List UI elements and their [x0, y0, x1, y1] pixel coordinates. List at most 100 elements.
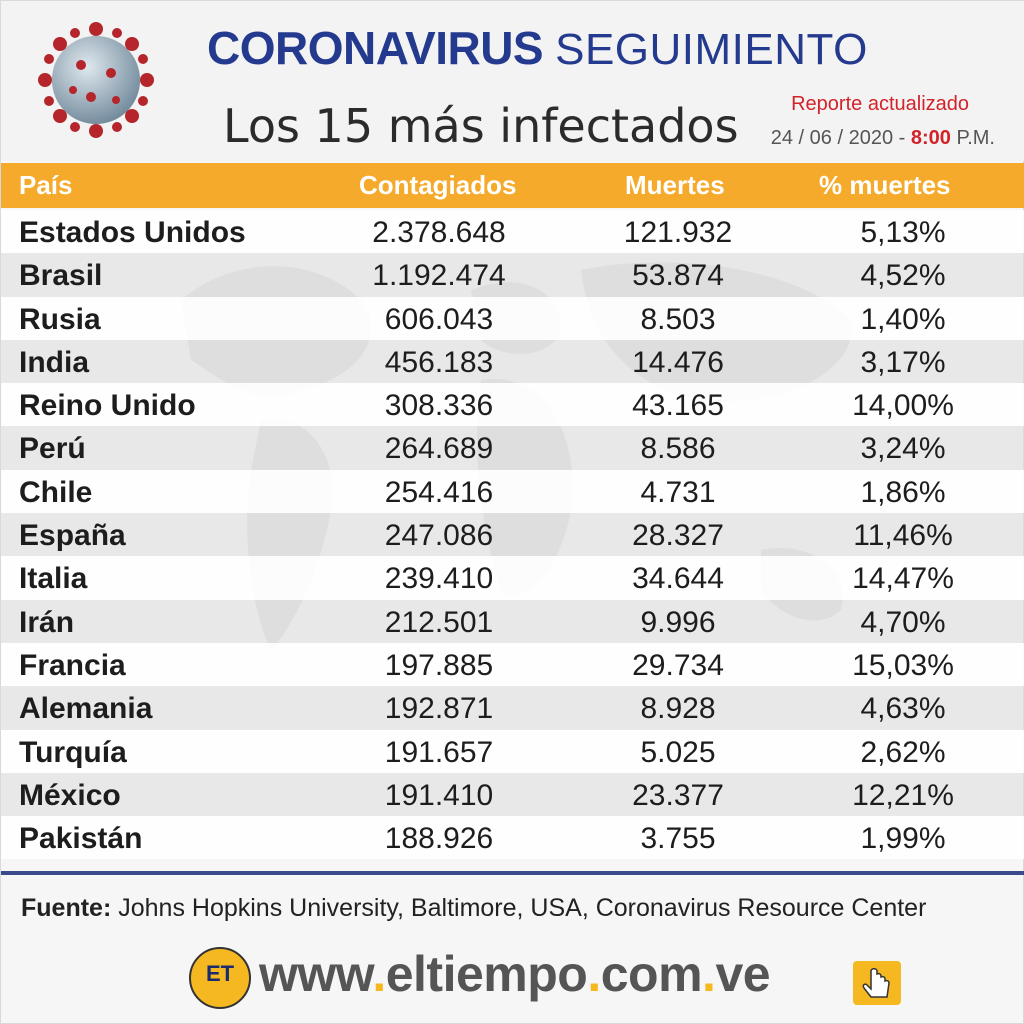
- porcentaje-cell: 1,86%: [860, 475, 946, 509]
- muertes-cell: 34.644: [632, 562, 724, 596]
- table-row: Italia 239.410 34.644 14,47%: [1, 556, 1024, 600]
- column-header-muertes: Muertes: [625, 170, 725, 200]
- country-cell: Pakistán: [19, 822, 143, 856]
- muertes-cell: 14.476: [632, 345, 724, 379]
- table-row: Brasil 1.192.474 53.874 4,52%: [1, 253, 1024, 297]
- url-dot: .: [702, 946, 716, 1002]
- table-row: Reino Unido 308.336 43.165 14,00%: [1, 383, 1024, 427]
- report-time: 8:00: [910, 127, 951, 149]
- muertes-cell: 53.874: [632, 259, 724, 293]
- table-row: Turquía 191.657 5.025 2,62%: [1, 729, 1024, 773]
- table-row: Chile 254.416 4.731 1,86%: [1, 469, 1024, 514]
- country-cell: Alemania: [19, 692, 153, 726]
- column-header-contagiados: Contagiados: [359, 170, 517, 200]
- country-cell: México: [19, 778, 121, 812]
- website-url[interactable]: www.eltiempo.com.ve: [259, 945, 771, 1003]
- source-label: Fuente:: [21, 894, 112, 922]
- muertes-cell: 3.755: [640, 822, 716, 856]
- source-line: Fuente: Johns Hopkins University, Baltim…: [21, 894, 926, 923]
- contagiados-cell: 191.657: [384, 735, 494, 769]
- header: Coronavirus Seguimiento Los 15 más infect…: [1, 1, 1024, 161]
- porcentaje-cell: 11,46%: [853, 519, 953, 553]
- muertes-cell: 43.165: [632, 389, 724, 423]
- url-dot: .: [587, 946, 601, 1002]
- report-date: 24 / 06 / 2020 - 8:00 P.M.: [771, 127, 995, 150]
- porcentaje-cell: 15,03%: [852, 648, 954, 682]
- el-tiempo-logo-icon: ET: [189, 947, 251, 1009]
- country-cell: Reino Unido: [19, 389, 196, 423]
- hand-pointer-icon: [853, 961, 901, 1005]
- porcentaje-cell: 4,63%: [860, 692, 946, 726]
- report-date-value: 24 / 06 / 2020 -: [770, 127, 906, 149]
- virus-icon: [38, 22, 154, 138]
- porcentaje-cell: 14,47%: [852, 562, 954, 596]
- porcentaje-cell: 4,70%: [860, 605, 946, 639]
- source-text: Johns Hopkins University, Baltimore, USA…: [118, 894, 927, 922]
- porcentaje-cell: 1,99%: [860, 822, 946, 856]
- column-header-porcentaje: % muertes: [819, 170, 951, 200]
- porcentaje-cell: 3,24%: [860, 432, 946, 466]
- table-row: México 191.410 23.377 12,21%: [1, 772, 1024, 817]
- table-row: Rusia 606.043 8.503 1,40%: [1, 296, 1024, 340]
- country-cell: Irán: [19, 605, 75, 639]
- muertes-cell: 121.932: [623, 216, 733, 249]
- country-cell: Brasil: [19, 259, 103, 293]
- porcentaje-cell: 1,40%: [860, 302, 946, 336]
- country-cell: Rusia: [19, 302, 101, 336]
- porcentaje-cell: 12,21%: [852, 778, 954, 812]
- title-word-1: Coronavirus: [207, 22, 544, 74]
- table-row: Pakistán 188.926 3.755 1,99%: [1, 816, 1024, 860]
- table-row: Perú 264.689 8.586 3,24%: [1, 426, 1024, 470]
- contagiados-cell: 247.086: [384, 519, 494, 553]
- report-label: Reporte actualizado: [791, 93, 969, 115]
- page-subtitle: Los 15 más infectados: [223, 99, 739, 153]
- contagiados-cell: 192.871: [384, 692, 494, 726]
- contagiados-cell: 239.410: [384, 562, 494, 596]
- muertes-cell: 28.327: [632, 519, 724, 553]
- contagiados-cell: 197.885: [384, 648, 494, 682]
- porcentaje-cell: 2,62%: [860, 735, 946, 769]
- porcentaje-cell: 3,17%: [860, 345, 946, 379]
- muertes-cell: 9.996: [640, 605, 716, 639]
- table-row: Irán 212.501 9.996 4,70%: [1, 599, 1024, 643]
- muertes-cell: 29.734: [632, 648, 724, 682]
- porcentaje-cell: 5,13%: [860, 216, 946, 249]
- country-cell: España: [19, 519, 126, 553]
- report-ampm: P.M.: [956, 127, 995, 149]
- url-part: eltiempo: [385, 946, 588, 1002]
- contagiados-cell: 606.043: [384, 302, 494, 336]
- country-cell: Turquía: [19, 735, 127, 769]
- country-cell: India: [19, 345, 90, 379]
- country-cell: Chile: [19, 475, 93, 509]
- title-word-2: Seguimiento: [555, 25, 868, 74]
- porcentaje-cell: 4,52%: [860, 259, 946, 293]
- contagiados-cell: 456.183: [384, 345, 494, 379]
- contagiados-cell: 1.192.474: [372, 259, 506, 293]
- muertes-cell: 4.731: [640, 475, 716, 509]
- contagiados-cell: 2.378.648: [372, 216, 506, 249]
- footer-divider: [1, 871, 1024, 875]
- logo-text: ET: [205, 961, 235, 986]
- page-title: Coronavirus Seguimiento: [207, 21, 868, 91]
- muertes-cell: 8.503: [640, 302, 716, 336]
- url-part: com: [600, 946, 703, 1002]
- url-part: www: [259, 946, 373, 1002]
- contagiados-cell: 254.416: [384, 475, 494, 509]
- url-part: ve: [715, 946, 771, 1002]
- muertes-cell: 5.025: [640, 735, 716, 769]
- table-row: India 456.183 14.476 3,17%: [1, 339, 1024, 384]
- muertes-cell: 23.377: [632, 778, 724, 812]
- table-body: Estados Unidos 2.378.648 121.932 5,13% Brasi…: [1, 210, 1024, 860]
- contagiados-cell: 308.336: [384, 389, 494, 423]
- table-row: España 247.086 28.327 11,46%: [1, 513, 1024, 557]
- country-cell: Francia: [19, 648, 126, 682]
- country-cell: Perú: [19, 432, 86, 466]
- contagiados-cell: 264.689: [384, 432, 494, 466]
- contagiados-cell: 212.501: [384, 605, 494, 639]
- contagiados-cell: 188.926: [384, 822, 494, 856]
- contagiados-cell: 191.410: [384, 778, 494, 812]
- table-row: Alemania 192.871 8.928 4,63%: [1, 686, 1024, 730]
- url-dot: .: [372, 946, 386, 1002]
- muertes-cell: 8.928: [640, 692, 716, 726]
